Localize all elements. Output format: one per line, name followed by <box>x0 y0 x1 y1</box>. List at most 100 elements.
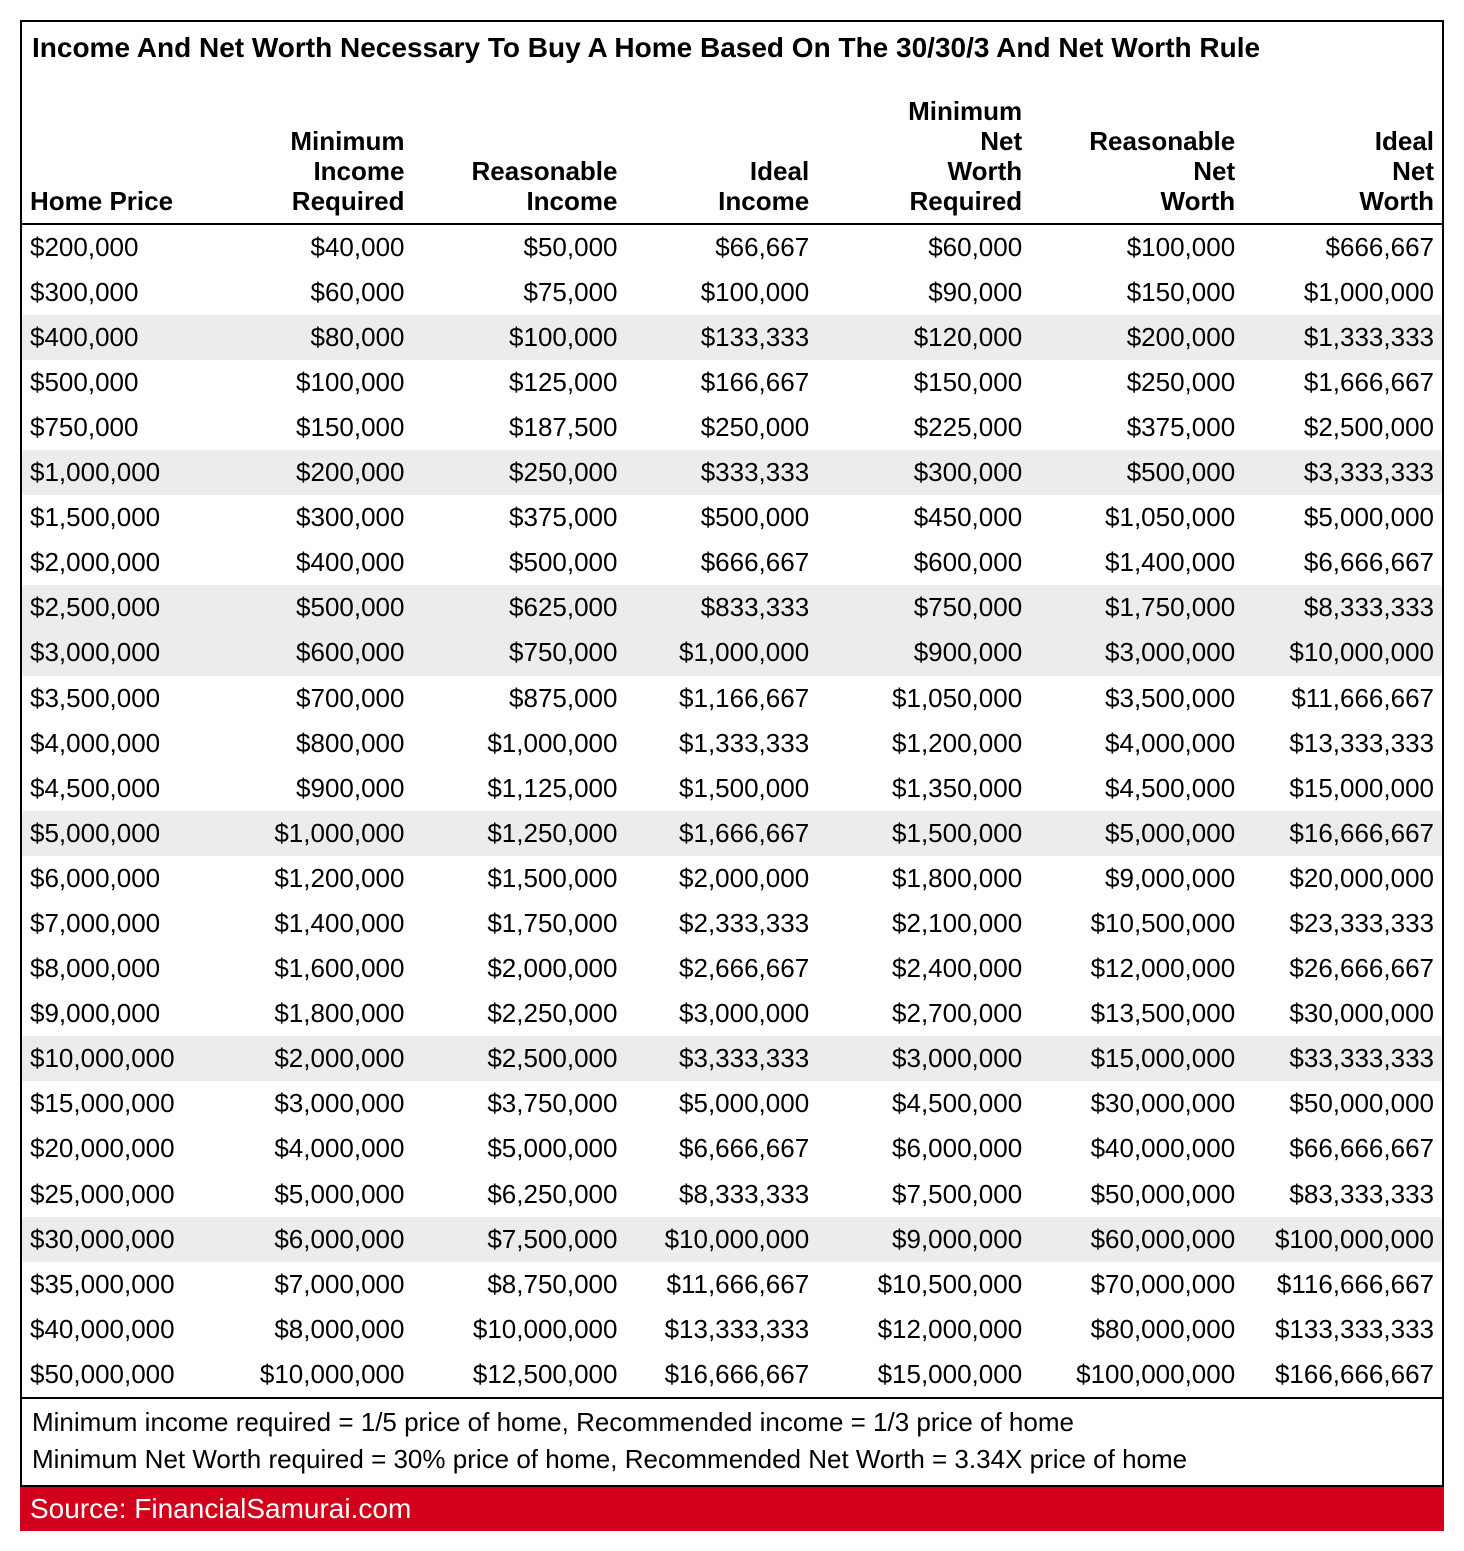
table-cell: $9,000,000 <box>1030 856 1243 901</box>
table-cell: $166,667 <box>625 360 817 405</box>
table-cell: $3,000,000 <box>221 1081 413 1126</box>
table-row: $200,000$40,000$50,000$66,667$60,000$100… <box>22 224 1442 270</box>
table-cell: $10,500,000 <box>817 1262 1030 1307</box>
table-cell: $83,333,333 <box>1243 1172 1442 1217</box>
table-row: $2,000,000$400,000$500,000$666,667$600,0… <box>22 540 1442 585</box>
table-cell: $100,000 <box>625 270 817 315</box>
table-cell: $100,000,000 <box>1243 1217 1442 1262</box>
table-cell: $2,700,000 <box>817 991 1030 1036</box>
table-row: $50,000,000$10,000,000$12,500,000$16,666… <box>22 1352 1442 1397</box>
table-cell: $15,000,000 <box>22 1081 221 1126</box>
table-cell: $300,000 <box>817 450 1030 495</box>
table-cell: $150,000 <box>221 405 413 450</box>
table-cell: $12,500,000 <box>412 1352 625 1397</box>
table-cell: $30,000,000 <box>22 1217 221 1262</box>
table-cell: $200,000 <box>1030 315 1243 360</box>
table-cell: $500,000 <box>22 360 221 405</box>
table-cell: $1,400,000 <box>221 901 413 946</box>
table-cell: $4,500,000 <box>1030 766 1243 811</box>
table-cell: $40,000,000 <box>22 1307 221 1352</box>
footnote-1: Minimum income required = 1/5 price of h… <box>22 1397 1442 1442</box>
table-cell: $1,750,000 <box>1030 585 1243 630</box>
table-cell: $500,000 <box>625 495 817 540</box>
table-cell: $6,000,000 <box>817 1126 1030 1171</box>
table-cell: $833,333 <box>625 585 817 630</box>
table-cell: $10,000,000 <box>625 1217 817 1262</box>
table-row: $400,000$80,000$100,000$133,333$120,000$… <box>22 315 1442 360</box>
table-cell: $250,000 <box>625 405 817 450</box>
table-cell: $1,200,000 <box>817 721 1030 766</box>
table-cell: $100,000 <box>1030 224 1243 270</box>
table-cell: $9,000,000 <box>22 991 221 1036</box>
table-cell: $500,000 <box>412 540 625 585</box>
table-row: $10,000,000$2,000,000$2,500,000$3,333,33… <box>22 1036 1442 1081</box>
table-cell: $1,050,000 <box>1030 495 1243 540</box>
table-cell: $30,000,000 <box>1243 991 1442 1036</box>
column-header: Home Price <box>22 67 221 224</box>
table-cell: $225,000 <box>817 405 1030 450</box>
table-row: $25,000,000$5,000,000$6,250,000$8,333,33… <box>22 1172 1442 1217</box>
column-header: IdealIncome <box>625 67 817 224</box>
table-cell: $25,000,000 <box>22 1172 221 1217</box>
table-cell: $8,000,000 <box>22 946 221 991</box>
table-cell: $6,000,000 <box>221 1217 413 1262</box>
table-row: $750,000$150,000$187,500$250,000$225,000… <box>22 405 1442 450</box>
table-cell: $50,000,000 <box>22 1352 221 1397</box>
table-cell: $4,000,000 <box>22 721 221 766</box>
table-cell: $150,000 <box>1030 270 1243 315</box>
table-cell: $10,000,000 <box>22 1036 221 1081</box>
table-cell: $600,000 <box>817 540 1030 585</box>
table-cell: $400,000 <box>22 315 221 360</box>
table-cell: $5,000,000 <box>22 811 221 856</box>
table-cell: $13,333,333 <box>1243 721 1442 766</box>
table-cell: $2,000,000 <box>412 946 625 991</box>
table-row: $40,000,000$8,000,000$10,000,000$13,333,… <box>22 1307 1442 1352</box>
table-cell: $8,750,000 <box>412 1262 625 1307</box>
table-cell: $3,000,000 <box>625 991 817 1036</box>
table-cell: $200,000 <box>221 450 413 495</box>
table-cell: $800,000 <box>221 721 413 766</box>
table-cell: $6,250,000 <box>412 1172 625 1217</box>
table-cell: $66,666,667 <box>1243 1126 1442 1171</box>
table-cell: $2,100,000 <box>817 901 1030 946</box>
table-cell: $900,000 <box>817 630 1030 675</box>
table-cell: $20,000,000 <box>1243 856 1442 901</box>
column-header: MinimumNetWorthRequired <box>817 67 1030 224</box>
table-cell: $1,800,000 <box>817 856 1030 901</box>
table-row: $3,500,000$700,000$875,000$1,166,667$1,0… <box>22 676 1442 721</box>
table-cell: $6,666,667 <box>625 1126 817 1171</box>
table-cell: $10,000,000 <box>412 1307 625 1352</box>
table-cell: $4,500,000 <box>817 1081 1030 1126</box>
table-cell: $1,000,000 <box>412 721 625 766</box>
table-cell: $250,000 <box>1030 360 1243 405</box>
table-cell: $2,000,000 <box>221 1036 413 1081</box>
table-cell: $3,333,333 <box>1243 450 1442 495</box>
column-header: IdealNetWorth <box>1243 67 1442 224</box>
table-row: $20,000,000$4,000,000$5,000,000$6,666,66… <box>22 1126 1442 1171</box>
table-cell: $1,200,000 <box>221 856 413 901</box>
table-cell: $33,333,333 <box>1243 1036 1442 1081</box>
table-cell: $500,000 <box>1030 450 1243 495</box>
table-cell: $2,000,000 <box>22 540 221 585</box>
table-cell: $200,000 <box>22 224 221 270</box>
table-cell: $1,333,333 <box>1243 315 1442 360</box>
table-cell: $80,000,000 <box>1030 1307 1243 1352</box>
table-cell: $2,000,000 <box>625 856 817 901</box>
table-row: $1,000,000$200,000$250,000$333,333$300,0… <box>22 450 1442 495</box>
table-row: $2,500,000$500,000$625,000$833,333$750,0… <box>22 585 1442 630</box>
table-cell: $5,000,000 <box>221 1172 413 1217</box>
table-cell: $1,333,333 <box>625 721 817 766</box>
table-cell: $1,000,000 <box>221 811 413 856</box>
table-cell: $400,000 <box>221 540 413 585</box>
table-cell: $23,333,333 <box>1243 901 1442 946</box>
table-cell: $6,666,667 <box>1243 540 1442 585</box>
table-cell: $1,600,000 <box>221 946 413 991</box>
table-header-row: Home PriceMinimumIncomeRequiredReasonabl… <box>22 67 1442 224</box>
table-cell: $100,000 <box>221 360 413 405</box>
table-cell: $11,666,667 <box>625 1262 817 1307</box>
table-cell: $1,400,000 <box>1030 540 1243 585</box>
table-cell: $2,333,333 <box>625 901 817 946</box>
table-cell: $5,000,000 <box>1243 495 1442 540</box>
income-networth-table: Home PriceMinimumIncomeRequiredReasonabl… <box>22 67 1442 1397</box>
table-body: $200,000$40,000$50,000$66,667$60,000$100… <box>22 224 1442 1397</box>
